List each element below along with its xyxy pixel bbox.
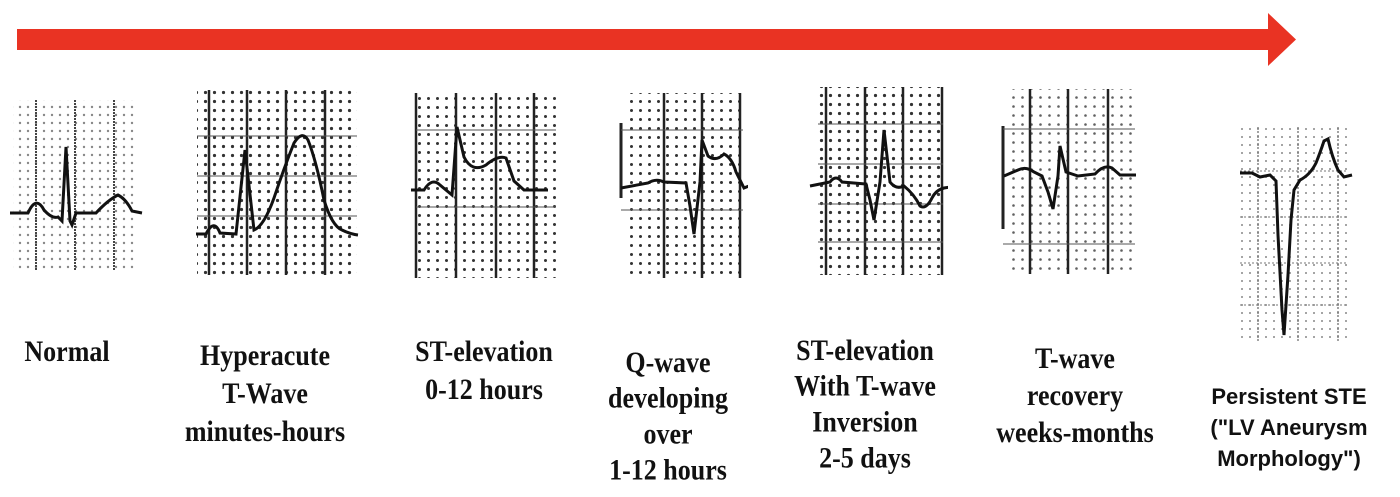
ecg-panel-t-wave-recovery	[1000, 84, 1140, 284]
stage-label-persistent-ste: Persistent STE ("LV Aneurysm Morphology"…	[1178, 381, 1400, 474]
ecg-trace-persistent-ste-icon	[1240, 127, 1353, 342]
label-line: ("LV Aneurysm	[1210, 415, 1368, 440]
label-line: With T-wave	[794, 369, 936, 403]
label-line: Normal	[24, 335, 110, 368]
label-line: Inversion	[812, 405, 918, 439]
stage-label-t-wave-recovery: T-wave recovery weeks-months	[975, 340, 1175, 451]
ecg-panel-normal	[8, 95, 143, 275]
label-line: 2-5 days	[819, 441, 911, 475]
label-line: weeks-months	[996, 416, 1154, 449]
stage-label-st-elevation-t-inversion: ST-elevation With T-wave Inversion 2-5 d…	[765, 333, 965, 476]
ecg-trace-st-t-inversion-icon	[809, 87, 948, 275]
label-line: Q-wave	[625, 346, 711, 379]
ecg-panel-hyperacute	[192, 88, 362, 278]
label-line: T-wave	[1035, 342, 1115, 375]
label-line: over	[643, 417, 693, 451]
label-line: developing	[608, 381, 728, 415]
label-line: T-Wave	[222, 377, 308, 410]
ecg-trace-normal-icon	[10, 100, 143, 270]
label-line: 0-12 hours	[425, 373, 543, 406]
label-line: ST-elevation	[415, 335, 553, 368]
timeline-arrow-icon	[17, 13, 1296, 66]
ecg-panel-q-wave	[618, 88, 748, 288]
label-line: minutes-hours	[184, 415, 346, 448]
ecg-panel-st-elevation-t-inversion	[808, 82, 948, 282]
ecg-trace-t-wave-recovery-icon	[1001, 89, 1136, 274]
label-line: ST-elevation	[796, 334, 934, 367]
stage-label-normal: Normal	[12, 333, 122, 371]
label-line: Hyperacute	[200, 339, 330, 372]
label-line: recovery	[1026, 379, 1124, 412]
label-line: Persistent STE	[1211, 384, 1367, 409]
label-line: Morphology")	[1217, 446, 1361, 471]
stage-label-st-elevation: ST-elevation 0-12 hours	[384, 333, 584, 409]
ecg-trace-q-wave-icon	[619, 93, 748, 278]
label-line: 1-12 hours	[609, 453, 727, 487]
ecg-panel-persistent-ste	[1238, 125, 1353, 345]
ecg-panel-st-elevation	[406, 85, 561, 285]
ecg-trace-hyperacute-icon	[196, 90, 359, 275]
ecg-trace-st-elevation-icon	[411, 93, 556, 278]
stage-label-q-wave: Q-wave developing over 1-12 hours	[588, 345, 748, 488]
stage-label-hyperacute: Hyperacute T-Wave minutes-hours	[170, 337, 360, 451]
